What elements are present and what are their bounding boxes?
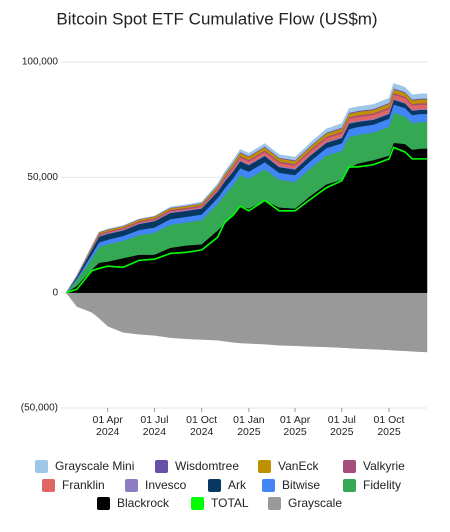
area xyxy=(65,83,428,293)
x-tick-label: 2024 xyxy=(143,426,167,438)
legend-label: Wisdomtree xyxy=(175,459,239,473)
x-tick-label: 2025 xyxy=(237,426,261,438)
legend-label: Franklin xyxy=(62,478,105,492)
legend-swatch xyxy=(97,497,110,510)
area xyxy=(65,292,428,353)
legend-swatch xyxy=(258,460,271,473)
x-tick-label: 01 Jul xyxy=(328,414,356,426)
legend-swatch xyxy=(343,479,356,492)
legend-swatch xyxy=(191,497,204,510)
legend-label: Valkyrie xyxy=(363,459,405,473)
x-tick-label: 01 Jul xyxy=(140,414,168,426)
legend-swatch xyxy=(125,479,138,492)
legend-label: VanEck xyxy=(278,459,319,473)
legend-swatch xyxy=(262,479,275,492)
y-tick-label: 50,000 xyxy=(27,172,58,183)
y-tick-label: 100,000 xyxy=(22,57,59,68)
legend: Grayscale Mini Wisdomtree VanEck Valkyrie Fr… xyxy=(35,459,405,510)
x-tick-label: 2024 xyxy=(96,426,120,438)
legend-label: Grayscale Mini xyxy=(55,459,134,473)
x-tick-label: 2025 xyxy=(330,426,354,438)
legend-label: Bitwise xyxy=(282,478,320,492)
legend-label: TOTAL xyxy=(211,496,249,510)
x-tick-label: 2024 xyxy=(190,426,214,438)
x-tick-label: 01 Jan xyxy=(233,414,265,426)
line xyxy=(65,146,427,294)
x-tick-label: 2025 xyxy=(377,426,401,438)
y-tick-label: (50,000) xyxy=(21,403,58,414)
chart-title: Bitcoin Spot ETF Cumulative Flow (US$m) xyxy=(56,9,377,28)
legend-swatch xyxy=(268,497,281,510)
legend-label: Fidelity xyxy=(363,478,401,492)
x-tick-label: 01 Oct xyxy=(186,414,217,426)
legend-label: Grayscale xyxy=(288,496,342,510)
legend-swatch xyxy=(35,460,48,473)
x-tick-label: 01 Apr xyxy=(280,414,311,426)
x-tick-label: 01 Apr xyxy=(93,414,124,426)
legend-label: Invesco xyxy=(145,478,187,492)
legend-label: Ark xyxy=(228,478,247,492)
y-tick-label: 0 xyxy=(52,287,58,298)
legend-swatch xyxy=(155,460,168,473)
legend-swatch xyxy=(343,460,356,473)
legend-swatch xyxy=(208,479,221,492)
legend-swatch xyxy=(42,479,55,492)
x-tick-label: 01 Oct xyxy=(374,414,405,426)
x-tick-label: 2025 xyxy=(283,426,307,438)
plot-area xyxy=(65,83,428,353)
legend-label: Blackrock xyxy=(117,496,170,510)
